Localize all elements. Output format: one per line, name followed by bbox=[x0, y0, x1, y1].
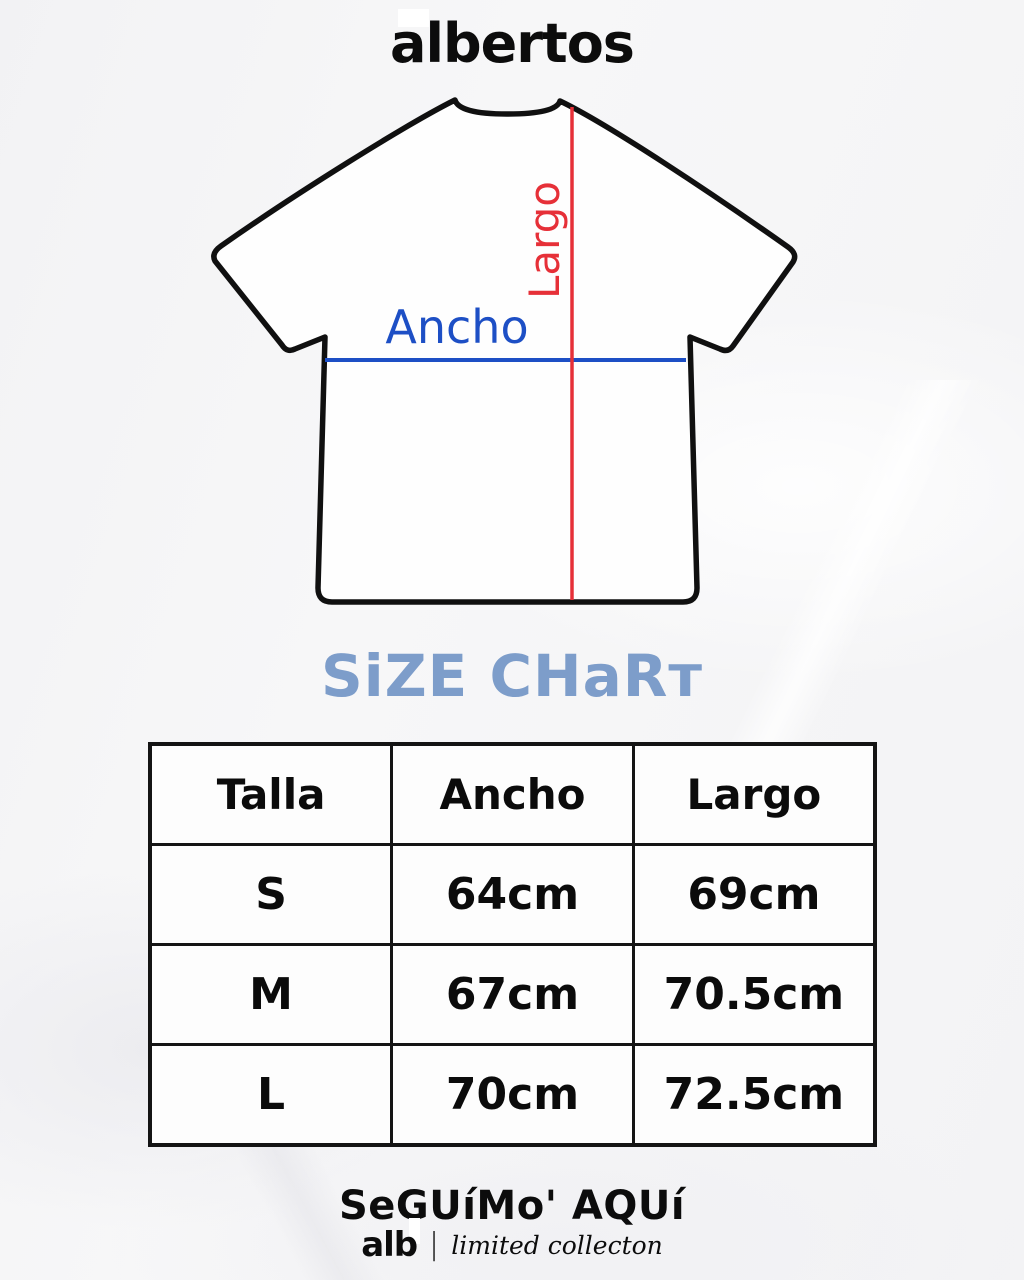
size-table: Talla Ancho Largo S 64cm 69cm M 67cm 70.… bbox=[148, 742, 877, 1147]
cell-m-largo: 70.5cm bbox=[631, 943, 877, 1046]
tshirt-outline bbox=[211, 97, 798, 605]
footer-brand-line: alb | limited collecton bbox=[0, 1228, 1024, 1262]
tshirt-diagram: Ancho Largo bbox=[211, 97, 798, 605]
cell-m-talla: M bbox=[148, 943, 394, 1046]
header-largo: Largo bbox=[631, 742, 877, 846]
cell-s-largo: 69cm bbox=[631, 843, 877, 946]
table-row-s: S 64cm 69cm bbox=[148, 843, 877, 946]
ancho-label: Ancho bbox=[385, 300, 528, 354]
footer-white-patch bbox=[409, 1218, 420, 1244]
size-chart-title: SiZE CHaRт bbox=[320, 642, 704, 710]
header-ancho: Ancho bbox=[390, 742, 635, 846]
cell-s-talla: S bbox=[148, 843, 394, 946]
size-table-header-row: Talla Ancho Largo bbox=[148, 742, 877, 846]
brand-logo: albertos bbox=[390, 12, 635, 75]
logo-white-patch bbox=[398, 9, 429, 27]
footer-divider: | bbox=[431, 1227, 437, 1262]
follow-us-text: SeGUíMo' AQUí bbox=[338, 1183, 686, 1229]
cell-l-ancho: 70cm bbox=[390, 1043, 635, 1147]
table-row-m: M 67cm 70.5cm bbox=[148, 943, 877, 1046]
table-row-l: L 70cm 72.5cm bbox=[148, 1043, 877, 1147]
cell-l-largo: 72.5cm bbox=[631, 1043, 877, 1147]
footer-collection-text: limited collecton bbox=[451, 1230, 663, 1260]
footer-logo: alb bbox=[361, 1225, 418, 1265]
cell-m-ancho: 67cm bbox=[390, 943, 635, 1046]
header-talla: Talla bbox=[148, 742, 394, 846]
largo-label: Largo bbox=[520, 181, 569, 299]
cell-l-talla: L bbox=[148, 1043, 394, 1147]
cell-s-ancho: 64cm bbox=[390, 843, 635, 946]
